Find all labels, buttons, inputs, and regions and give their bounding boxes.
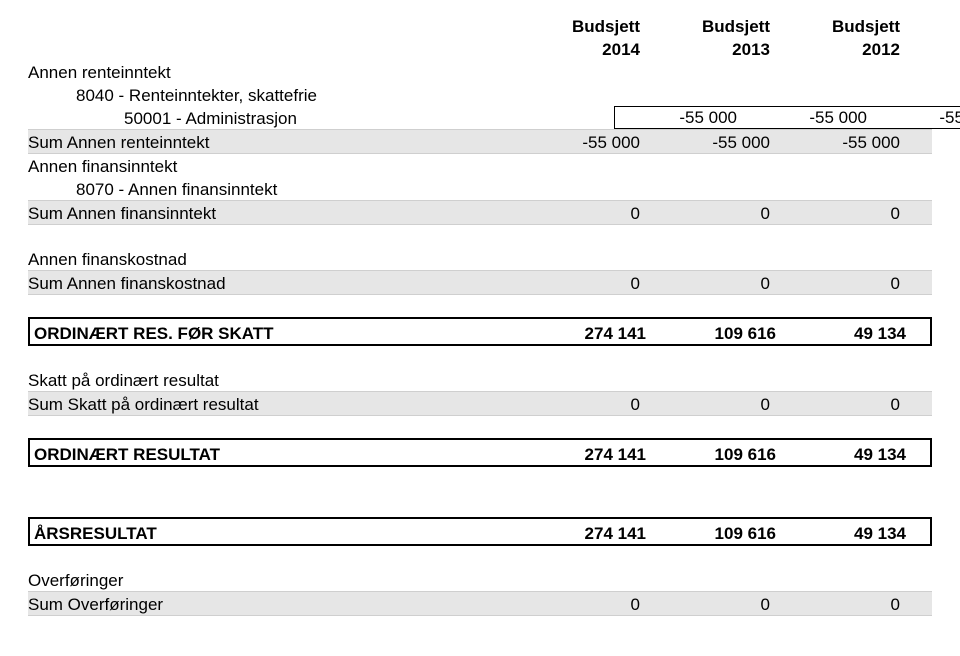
label-sum-overforinger: Sum Overføringer: [28, 595, 518, 615]
cell-sum-fin-2014: 0: [518, 204, 648, 224]
label-8070: 8070 - Annen finansinntekt: [28, 180, 566, 200]
row-ordinaert-resultat: ORDINÆRT RESULTAT 274 141 109 616 49 134: [28, 438, 932, 467]
row-sum-annen-finanskostnad: Sum Annen finanskostnad 0 0 0: [28, 270, 932, 295]
row-sum-skatt: Sum Skatt på ordinært resultat 0 0 0: [28, 391, 932, 416]
col-2014-bot: 2014: [518, 40, 648, 60]
row-annen-renteinntekt: Annen renteinntekt: [28, 60, 932, 83]
cell-sum-rente-2014: -55 000: [518, 133, 648, 153]
label-aars: ÅRSRESULTAT: [30, 524, 524, 544]
row-sum-overforinger: Sum Overføringer 0 0 0: [28, 591, 932, 616]
label-overforinger: Overføringer: [28, 571, 518, 591]
cell-sum-fin-2012: 0: [778, 204, 908, 224]
cell-50001-2012: -55 000: [875, 107, 960, 128]
label-ord-res: ORDINÆRT RESULTAT: [30, 445, 524, 465]
col-2012-bot: 2012: [778, 40, 908, 60]
cell-ord-res-2012: 49 134: [784, 445, 914, 465]
cell-aars-2013: 109 616: [654, 524, 784, 544]
row-sum-annen-renteinntekt: Sum Annen renteinntekt -55 000 -55 000 -…: [28, 129, 932, 154]
cell-ord-res-skatt-2012: 49 134: [784, 324, 914, 344]
row-50001: 50001 - Administrasjon -55 000 -55 000 -…: [28, 106, 932, 129]
cell-sum-overf-2014: 0: [518, 595, 648, 615]
cell-ord-res-2013: 109 616: [654, 445, 784, 465]
cell-sum-fk-2012: 0: [778, 274, 908, 294]
cell-sum-fk-2014: 0: [518, 274, 648, 294]
cell-aars-2014: 274 141: [524, 524, 654, 544]
cell-ord-res-2014: 274 141: [524, 445, 654, 465]
label-sum-skatt: Sum Skatt på ordinært resultat: [28, 395, 518, 415]
row-sum-annen-finansinntekt: Sum Annen finansinntekt 0 0 0: [28, 200, 932, 225]
cell-sum-skatt-2014: 0: [518, 395, 648, 415]
label-8040: 8040 - Renteinntekter, skattefrie: [28, 86, 566, 106]
label-ord-res-skatt: ORDINÆRT RES. FØR SKATT: [30, 324, 524, 344]
row-8040: 8040 - Renteinntekter, skattefrie: [28, 83, 932, 106]
cell-ord-res-skatt-2013: 109 616: [654, 324, 784, 344]
row-skatt: Skatt på ordinært resultat: [28, 368, 932, 391]
cell-sum-overf-2012: 0: [778, 595, 908, 615]
col-2014-top: Budsjett: [518, 17, 648, 37]
cell-50001-2014: -55 000: [615, 107, 745, 128]
label-annen-finansinntekt: Annen finansinntekt: [28, 157, 518, 177]
col-2013-top: Budsjett: [648, 17, 778, 37]
label-annen-renteinntekt: Annen renteinntekt: [28, 63, 518, 83]
row-ordinaert-res-foer-skatt: ORDINÆRT RES. FØR SKATT 274 141 109 616 …: [28, 317, 932, 346]
cell-50001-2013: -55 000: [745, 107, 875, 128]
cell-sum-skatt-2013: 0: [648, 395, 778, 415]
header-row-1: Budsjett Budsjett Budsjett: [28, 14, 932, 37]
row-8070: 8070 - Annen finansinntekt: [28, 177, 932, 200]
cell-ord-res-skatt-2014: 274 141: [524, 324, 654, 344]
col-2012-top: Budsjett: [778, 17, 908, 37]
label-sum-annen-renteinntekt: Sum Annen renteinntekt: [28, 133, 518, 153]
cell-sum-overf-2013: 0: [648, 595, 778, 615]
cell-sum-rente-2013: -55 000: [648, 133, 778, 153]
cell-aars-2012: 49 134: [784, 524, 914, 544]
cell-sum-skatt-2012: 0: [778, 395, 908, 415]
label-sum-annen-finansinntekt: Sum Annen finansinntekt: [28, 204, 518, 224]
row-aarsresultat: ÅRSRESULTAT 274 141 109 616 49 134: [28, 517, 932, 546]
cell-sum-rente-2012: -55 000: [778, 133, 908, 153]
row-annen-finanskostnad: Annen finanskostnad: [28, 247, 932, 270]
row-annen-finansinntekt: Annen finansinntekt: [28, 154, 932, 177]
col-2013-bot: 2013: [648, 40, 778, 60]
label-sum-annen-finanskostnad: Sum Annen finanskostnad: [28, 274, 518, 294]
cell-sum-fk-2013: 0: [648, 274, 778, 294]
row-overforinger: Overføringer: [28, 568, 932, 591]
label-50001: 50001 - Administrasjon: [28, 109, 614, 129]
cell-sum-fin-2013: 0: [648, 204, 778, 224]
label-skatt: Skatt på ordinært resultat: [28, 371, 518, 391]
label-annen-finanskostnad: Annen finanskostnad: [28, 250, 518, 270]
header-row-2: 2014 2013 2012: [28, 37, 932, 60]
